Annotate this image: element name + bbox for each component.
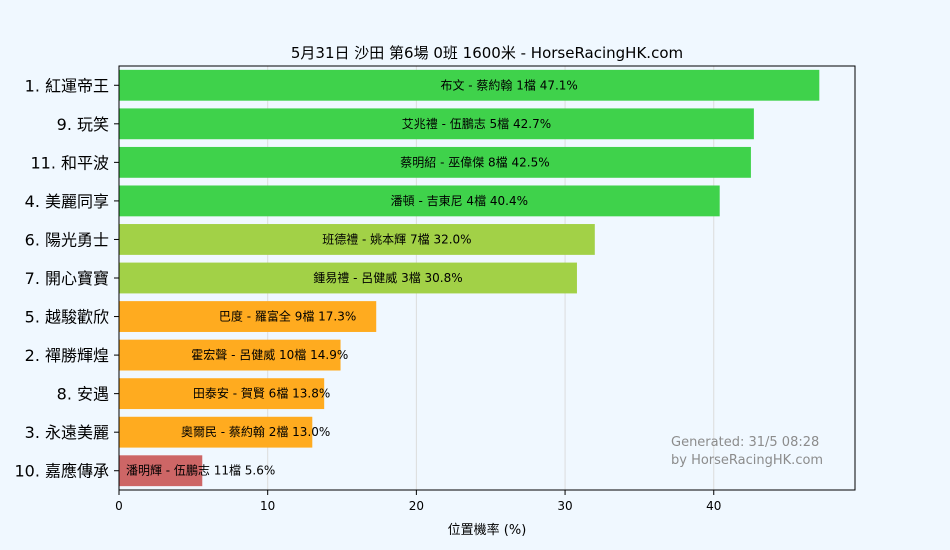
- bar-label-5: 鍾易禮 - 呂健威 3檔 30.8%: [313, 271, 462, 285]
- bar-9: [119, 416, 313, 448]
- bar-label-3: 潘頓 - 吉東尼 4檔 40.4%: [391, 194, 528, 208]
- bar-5: [119, 262, 577, 294]
- y-tick-label-8: 8. 安遇: [57, 385, 109, 404]
- bar-6: [119, 301, 377, 332]
- bar-4: [119, 224, 595, 255]
- y-tick-label-4: 6. 陽光勇士: [25, 230, 109, 249]
- bar-label-6: 巴度 - 羅富全 9檔 17.3%: [219, 309, 356, 324]
- bar-label-2: 蔡明紹 - 巫偉傑 8檔 42.5%: [400, 155, 549, 169]
- x-axis-label: 位置機率 (%): [448, 522, 527, 538]
- bar-label-8: 田泰安 - 賀賢 6檔 13.8%: [193, 386, 330, 401]
- bar-2: [119, 146, 751, 178]
- x-tick-label-4: 40: [706, 499, 721, 513]
- bar-10: [119, 455, 203, 487]
- bar-label-1: 艾兆禮 - 伍鵬志 5檔 42.7%: [402, 117, 551, 131]
- bar-1: [119, 108, 754, 140]
- y-axis: 1. 紅運帝王 9. 玩笑 11. 和平波 4. 美麗同享 6. 陽光勇士 7. 開心寶寶…: [14, 76, 119, 481]
- x-axis: 0 10 20 30 40: [115, 490, 721, 513]
- y-tick-label-9: 3. 永遠美麗: [25, 423, 109, 442]
- annotation-line-1: by HorseRacingHK.com: [671, 453, 823, 468]
- bar-label-0: 布文 - 蔡約翰 1檔 47.1%: [440, 77, 577, 92]
- bar-label-9: 奧爾民 - 蔡約翰 2檔 13.0%: [181, 424, 330, 439]
- bar-8: [119, 378, 325, 410]
- bars: 布文 - 蔡約翰 1檔 47.1% 艾兆禮 - 伍鵬志 5檔 42.7% 蔡明紹 -…: [119, 69, 820, 487]
- y-tick-label-0: 1. 紅運帝王: [25, 76, 109, 95]
- bar-0: [119, 69, 820, 101]
- x-tick-label-2: 20: [409, 499, 424, 513]
- y-tick-label-10: 10. 嘉應傳承: [14, 462, 109, 481]
- y-tick-label-3: 4. 美麗同享: [25, 192, 109, 211]
- bar-7: [119, 339, 341, 371]
- bar-label-10: 潘明輝 - 伍鵬志 11檔 5.6%: [126, 464, 275, 478]
- chart-title: 5月31日 沙田 第6場 0班 1600米 - HorseRacingHK.co…: [291, 44, 683, 62]
- y-tick-label-7: 2. 禪勝輝煌: [25, 346, 109, 365]
- watermark: Generated: 31/5 08:28 by HorseRacingHK.co…: [671, 435, 823, 468]
- y-tick-label-5: 7. 開心寶寶: [25, 269, 109, 288]
- x-tick-label-1: 10: [260, 499, 275, 513]
- y-tick-label-1: 9. 玩笑: [57, 115, 109, 134]
- y-tick-label-2: 11. 和平波: [30, 153, 109, 172]
- bar-label-7: 霍宏聲 - 呂健威 10檔 14.9%: [191, 347, 348, 362]
- bar-label-4: 班德禮 - 姚本輝 7檔 32.0%: [322, 231, 471, 246]
- y-tick-label-6: 5. 越駿歡欣: [25, 308, 109, 327]
- x-tick-label-3: 30: [557, 499, 572, 513]
- bar-3: [119, 185, 720, 217]
- x-tick-label-0: 0: [115, 499, 123, 513]
- annotation-line-0: Generated: 31/5 08:28: [671, 435, 819, 450]
